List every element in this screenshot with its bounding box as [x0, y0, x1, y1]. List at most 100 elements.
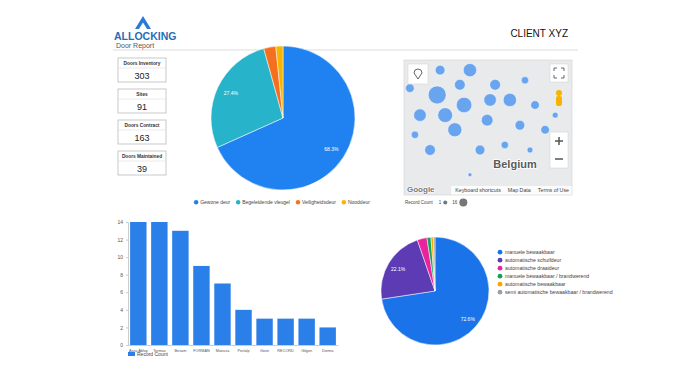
- size-tick-mark: [459, 198, 467, 206]
- client-name: CLIENT XYZ: [510, 28, 568, 39]
- legend: Gewone deur Begeleidende vleugel Veilighei…: [194, 199, 370, 205]
- x-tick-label: Dorma: [322, 349, 334, 353]
- x-tick-label: Geze: [260, 349, 269, 353]
- y-tick-mark: [126, 310, 128, 311]
- y-tick-label: 14: [117, 219, 123, 225]
- x-axis-line: [129, 345, 339, 346]
- bubble: [503, 93, 516, 106]
- fullscreen-button: [550, 64, 568, 82]
- y-tick-mark: [126, 345, 128, 346]
- bar: [298, 319, 314, 345]
- bubble: [515, 120, 525, 130]
- bubble: [484, 94, 497, 107]
- map-annotation: Belgium: [493, 158, 537, 170]
- map-attribution: Terms of UseMap DataKeyboard shortcuts: [451, 186, 572, 195]
- y-tick-label: 6: [120, 289, 123, 295]
- attribution-text: Keyboard shortcuts: [455, 187, 501, 193]
- legend-item: Record Count: [128, 351, 168, 357]
- legend-label: automatische schuifdeur: [505, 257, 562, 263]
- bubble: [541, 125, 550, 134]
- bubble: [438, 108, 453, 123]
- legend-swatch: [128, 352, 135, 356]
- legend-swatch: [342, 200, 346, 204]
- pie-chart: 72.6%22.1%: [381, 237, 489, 345]
- bubble: [527, 147, 533, 153]
- map-frame: [404, 60, 572, 195]
- logo-icon: [135, 16, 151, 29]
- bubble: [435, 65, 445, 75]
- legend-label: Gewone deur: [200, 199, 230, 205]
- pegman-head: [556, 90, 562, 96]
- y-tick-label: 4: [120, 307, 123, 313]
- fullscreen-icon: [554, 68, 564, 78]
- legend-item: manuele bewaakbaar: [498, 249, 555, 255]
- page: ALLOCKINGDoor ReportCLIENT XYZDoors Inve…: [0, 0, 690, 388]
- data-label: 27.4%: [224, 90, 239, 96]
- kpi-label: Doors Contract: [125, 123, 160, 128]
- y-axis: 02468101214: [117, 219, 128, 348]
- x-tick: RECORD: [277, 345, 294, 353]
- bubble: [448, 123, 462, 137]
- header: ALLOCKINGDoor ReportCLIENT XYZ: [113, 16, 578, 50]
- kpi-divider: [118, 99, 166, 100]
- bubble: [501, 141, 508, 148]
- pie-slice: [417, 238, 435, 291]
- bar: [172, 231, 188, 345]
- x-tick: Portalp: [238, 345, 250, 353]
- y-tick-label: 10: [117, 254, 123, 260]
- legend-swatch: [498, 266, 503, 271]
- bubble: [481, 114, 493, 126]
- pie-slice: [433, 237, 435, 291]
- kpi-divider: [118, 68, 166, 69]
- kpi-value: 163: [134, 133, 149, 143]
- kpi-card: Sites91: [118, 89, 166, 113]
- zoom-icons: [555, 137, 563, 159]
- y-tick-label: 8: [120, 272, 123, 278]
- kpi-divider: [118, 130, 166, 131]
- bar: [256, 319, 272, 345]
- legend-label: Begeleidende vleugel: [242, 199, 290, 205]
- x-tick: Besam: [174, 345, 186, 353]
- legend-swatch: [194, 200, 198, 204]
- y-tick: 2: [120, 325, 128, 331]
- bubble: [425, 145, 436, 156]
- data-label: 68.3%: [324, 146, 339, 152]
- legend-label: Veiligheidsdeur: [302, 199, 336, 205]
- kpi-card: Doors Maintained39: [118, 151, 166, 175]
- bubbles: [406, 63, 559, 176]
- y-tick-mark: [126, 240, 128, 241]
- bubble: [463, 63, 476, 76]
- legend-item: semi automatische bewaakbaar / brandwere…: [498, 289, 613, 295]
- x-tick: Geze: [260, 345, 269, 353]
- kpi-frame: [118, 58, 166, 82]
- map-logo: Google: [407, 185, 435, 194]
- pie-slice: [264, 46, 283, 118]
- bubble: [411, 131, 418, 138]
- x-tick-label: Portalp: [238, 349, 250, 353]
- bars: [130, 222, 336, 345]
- x-tick-label: Gilgen: [301, 349, 312, 353]
- legend-swatch: [498, 282, 503, 287]
- kpi-divider: [118, 161, 166, 162]
- y-axis-line: [128, 223, 129, 346]
- legend-label: Nooddeur: [348, 199, 370, 205]
- legend-item: automatische schuifdeur: [498, 257, 562, 263]
- legend-swatch: [236, 200, 240, 204]
- legend-swatch: [498, 274, 503, 279]
- size-tick-mark: [443, 200, 447, 204]
- kpi-value: 303: [134, 71, 149, 81]
- kpi-card: Doors Contract 163: [118, 120, 166, 144]
- pie-slice: [276, 46, 283, 118]
- locate-button: [408, 64, 428, 84]
- kpi-label: Sites: [136, 92, 148, 97]
- bubble: [552, 112, 558, 118]
- y-tick: 12: [117, 237, 128, 243]
- legend-label: automatische draaideur: [505, 265, 559, 271]
- legend-label: manuele bewaakbaar / brandwerend: [505, 273, 589, 279]
- dashboard: ALLOCKINGDoor ReportCLIENT XYZDoors Inve…: [0, 0, 690, 388]
- bubble: [521, 77, 528, 84]
- y-tick: 10: [117, 254, 128, 260]
- legend-label: manuele bewaakbaar: [505, 249, 555, 255]
- kpi-value: 39: [137, 164, 147, 174]
- bubble: [454, 79, 465, 90]
